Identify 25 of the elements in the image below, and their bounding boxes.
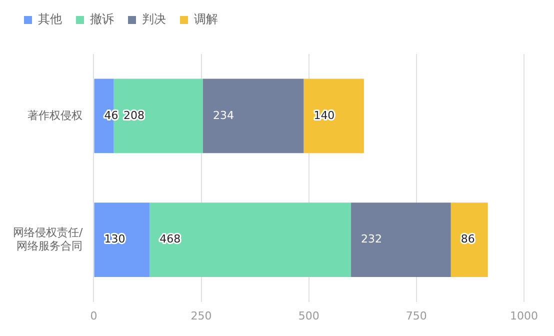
data-label: 208 [124,108,144,122]
bar [150,202,352,278]
x-tick-label: 250 [190,309,212,322]
legend-label: 撤诉 [90,12,114,26]
data-label: 140 [314,108,335,122]
data-label: 46 [104,108,118,122]
legend-label: 其他 [38,12,62,26]
bar [94,202,150,278]
x-tick-label: 500 [298,309,320,322]
legend-label: 判决 [142,12,166,26]
data-label: 86 [460,232,475,246]
bar [203,78,304,154]
data-label: 468 [160,232,181,246]
x-tick-label: 1000 [510,309,538,322]
data-label: 234 [213,108,234,122]
x-tick-label: 750 [406,309,427,322]
y-tick-label: 著作权侵权 [28,108,83,122]
bar [450,202,488,278]
x-tick-label: 0 [90,309,98,322]
legend-label: 调解 [194,12,218,26]
data-label: 130 [104,232,126,246]
data-label: 232 [361,232,382,246]
bar [351,202,451,278]
y-tick-label: 网络侵权责任/网络服务合同 [12,226,83,252]
bar [304,78,364,154]
